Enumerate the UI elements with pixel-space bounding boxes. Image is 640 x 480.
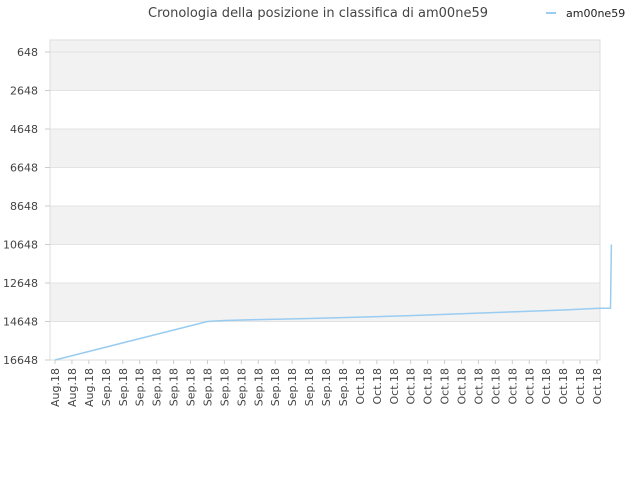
x-tick-label: Oct.18	[574, 368, 587, 405]
x-tick-label: Oct.18	[439, 368, 452, 405]
x-tick-label: Sep.18	[100, 368, 113, 406]
y-tick-label: 12648	[3, 277, 38, 290]
x-tick-label: Oct.18	[557, 368, 570, 405]
x-tick-label: Oct.18	[472, 368, 485, 405]
x-tick-label: Oct.18	[489, 368, 502, 405]
x-tick-label: Sep.18	[201, 368, 214, 406]
x-tick-label: Oct.18	[523, 368, 536, 405]
legend-label-am00ne59: am00ne59	[566, 7, 625, 20]
y-tick-label: 14648	[3, 316, 38, 329]
y-tick-label: 16648	[3, 354, 38, 367]
x-tick-label: Oct.18	[591, 368, 604, 405]
x-tick-label: Sep.18	[151, 368, 164, 406]
y-tick-label: 648	[17, 46, 38, 59]
x-tick-label: Aug.18	[83, 368, 96, 407]
x-tick-label: Sep.18	[134, 368, 147, 406]
y-tick-label: 10648	[3, 239, 38, 252]
x-tick-label: Sep.18	[337, 368, 350, 406]
x-tick-label: Oct.18	[506, 368, 519, 405]
x-tick-label: Oct.18	[371, 368, 384, 405]
y-tick-label: 4648	[10, 123, 38, 136]
grid-band	[50, 129, 600, 168]
grid-band	[50, 283, 600, 322]
y-axis: 648 2648 4648 6648 8648 10648 12648 14648 16648	[3, 46, 50, 367]
x-tick-label: Sep.18	[117, 368, 130, 406]
y-tick-label: 6648	[10, 162, 38, 175]
series-line-am00ne59	[54, 244, 613, 361]
plot-area	[49, 39, 601, 361]
x-tick-label: Sep.18	[235, 368, 248, 406]
series-layer	[54, 244, 613, 361]
x-tick-label: Sep.18	[286, 368, 299, 406]
x-tick-label: Oct.18	[456, 368, 469, 405]
grid-band	[50, 206, 600, 245]
x-tick-label: Sep.18	[168, 368, 181, 406]
x-tick-label: Sep.18	[269, 368, 282, 406]
x-tick-label: Oct.18	[388, 368, 401, 405]
legend[interactable]: am00ne59	[546, 7, 625, 20]
x-tick-label: Sep.18	[252, 368, 265, 406]
x-tick-label: Sep.18	[303, 368, 316, 406]
chart-title: Cronologia della posizione in classifica…	[148, 6, 488, 21]
y-tick-label: 8648	[10, 200, 38, 213]
x-tick-label: Sep.18	[320, 368, 333, 406]
x-tick-label: Oct.18	[405, 368, 418, 405]
x-tick-label: Sep.18	[185, 368, 198, 406]
x-tick-label: Oct.18	[422, 368, 435, 405]
grid-band	[50, 40, 600, 91]
x-tick-label: Aug.18	[66, 368, 79, 407]
grid-bands	[50, 40, 600, 322]
x-tick-label: Sep.18	[218, 368, 231, 406]
x-tick-label: Aug.18	[49, 368, 62, 407]
y-tick-label: 2648	[10, 85, 38, 98]
x-tick-label: Oct.18	[540, 368, 553, 405]
x-tick-label: Oct.18	[354, 368, 367, 405]
x-axis: Aug.18 Aug.18 Aug.18 Sep.18 Sep.18 Sep.18 Sep.…	[49, 360, 604, 407]
